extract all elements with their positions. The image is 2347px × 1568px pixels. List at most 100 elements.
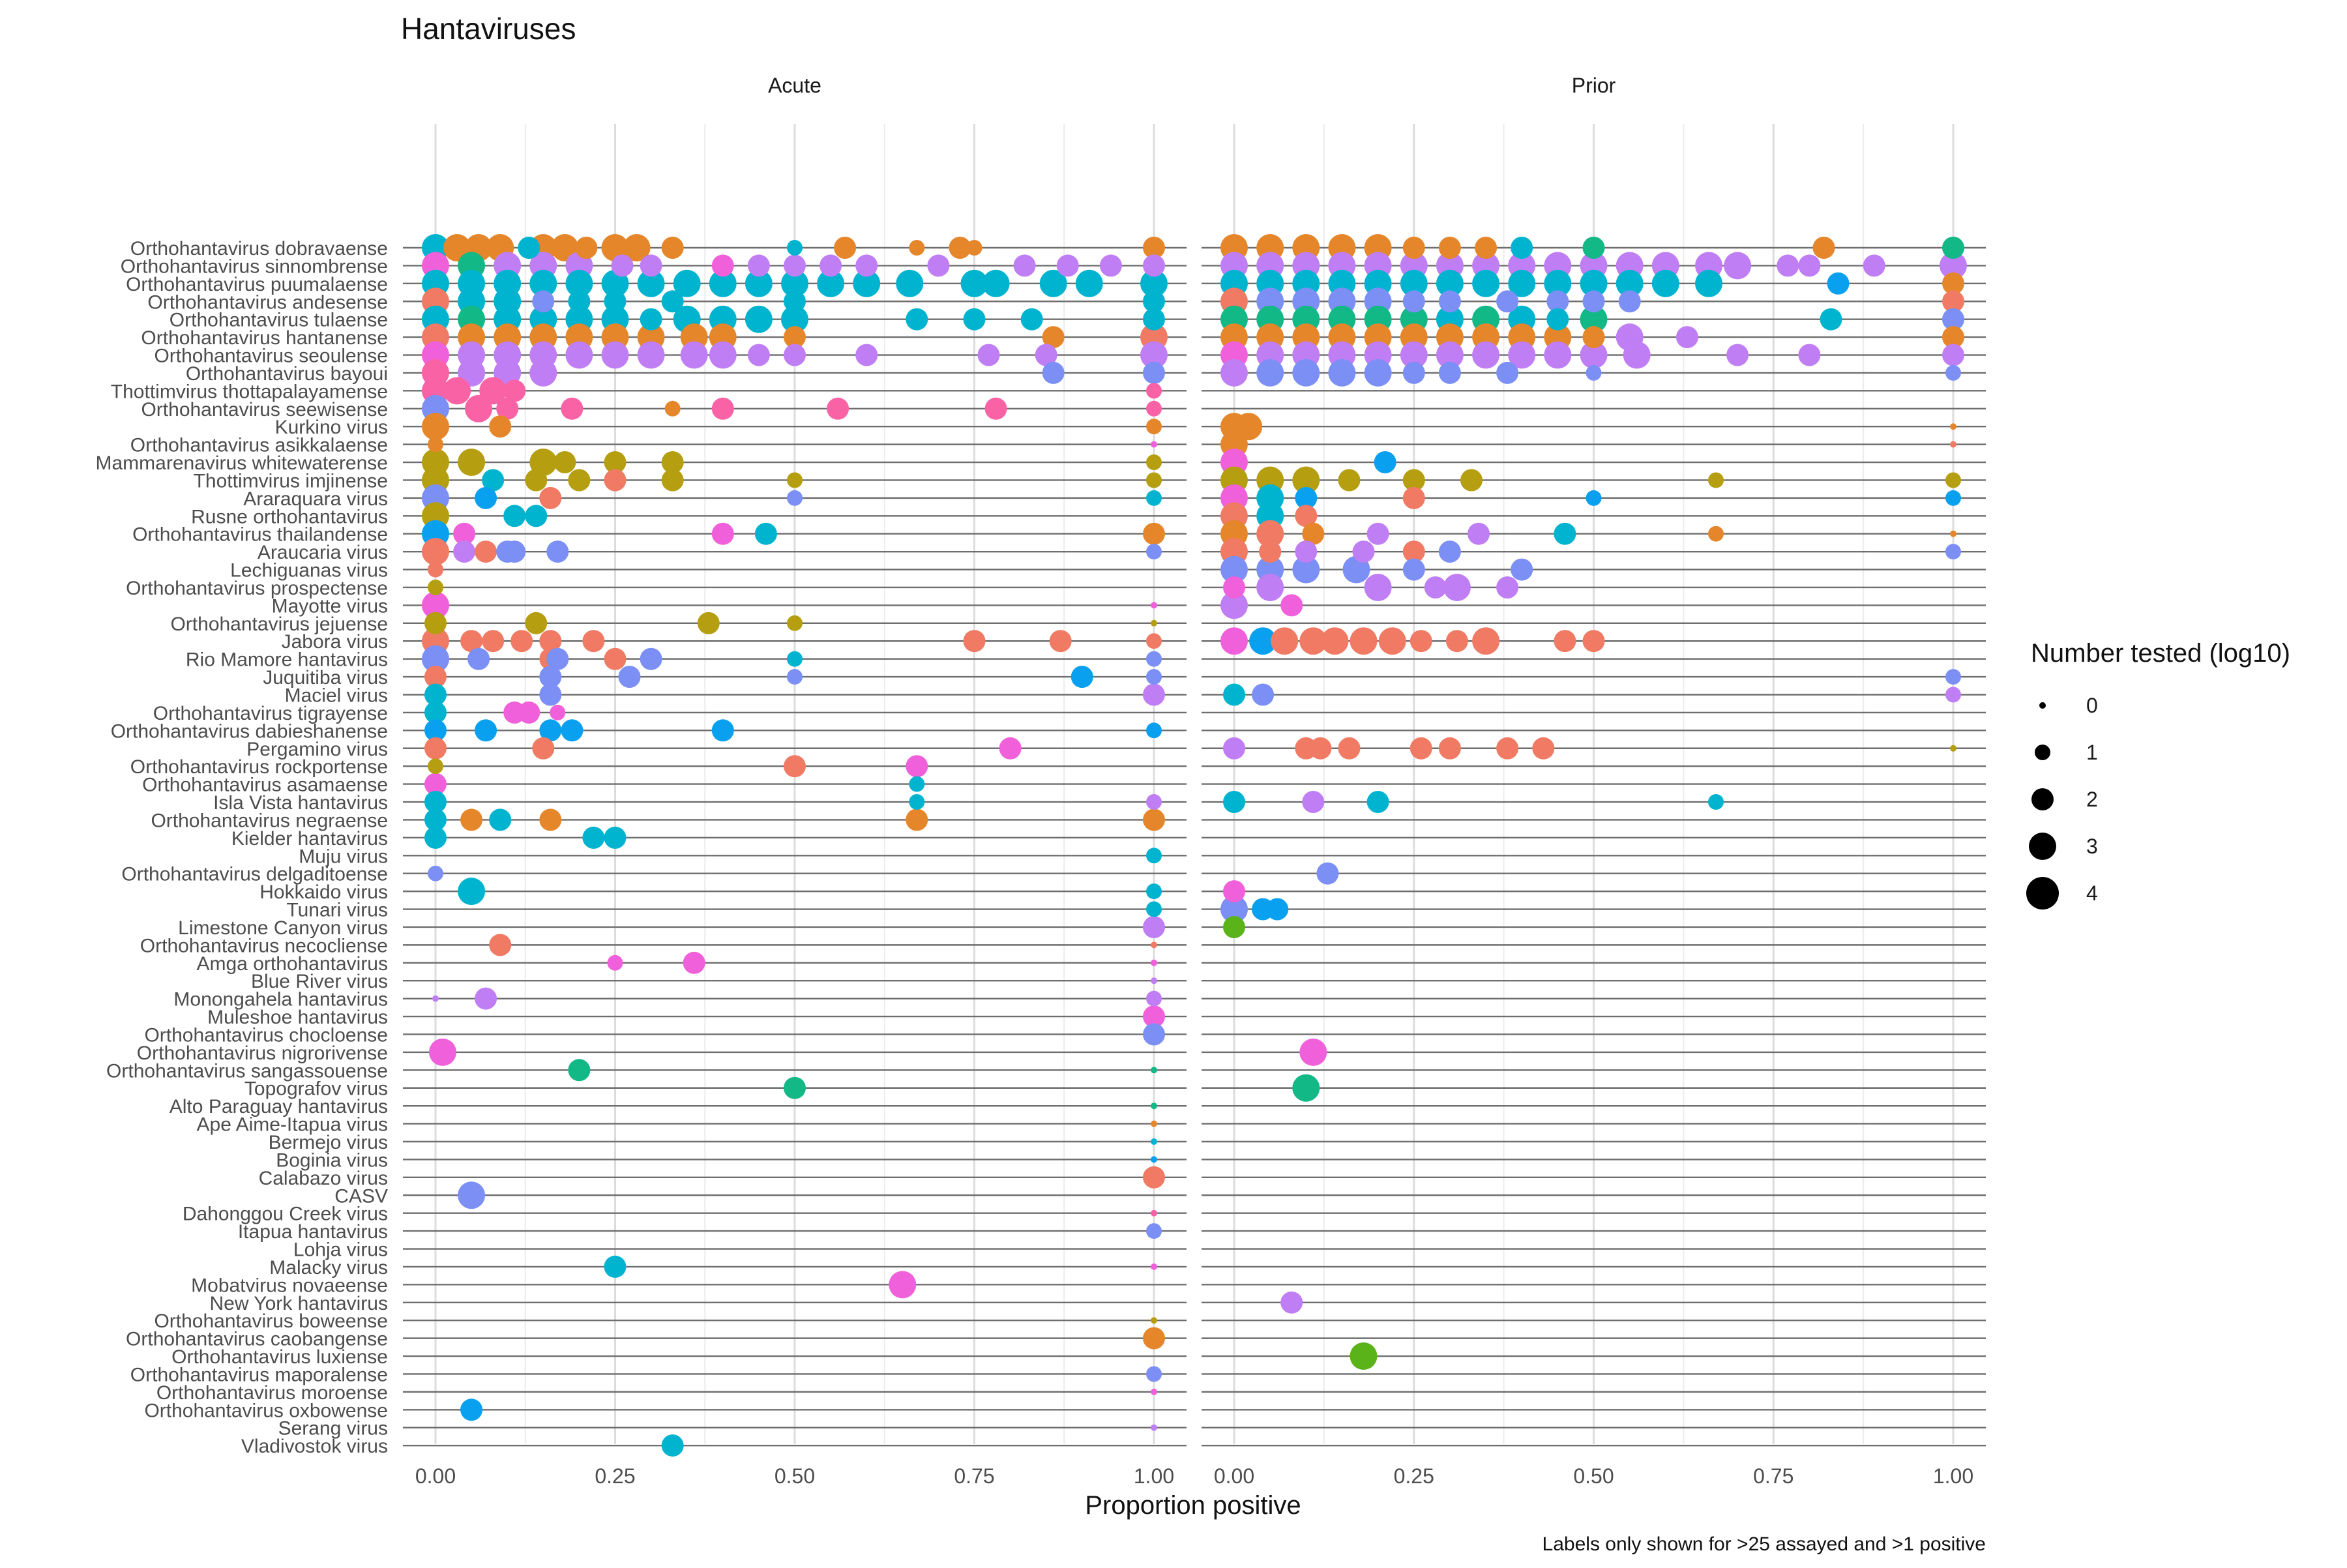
y-tick-label: Orthohantavirus prospectense [126,578,388,599]
data-point [1554,630,1576,653]
y-tick-label: Bermejo virus [269,1132,388,1153]
y-tick-label: Rio Mamore hantavirus [186,649,388,671]
data-point [1146,794,1162,810]
data-point [428,561,443,578]
data-point [475,987,497,1010]
data-point [575,237,598,259]
data-point [1280,594,1303,617]
data-point [1580,341,1608,369]
data-point [927,254,950,277]
data-point [1582,630,1605,653]
chart-title: Hantaviruses [401,12,576,46]
data-point [604,290,627,313]
data-point [482,469,505,492]
legend-key-circle [2031,788,2054,810]
data-point [1724,252,1752,280]
data-point [1950,423,1956,430]
data-point [539,808,562,831]
data-point [467,647,490,670]
data-point [1338,737,1361,760]
data-point [1143,916,1165,938]
data-point [637,269,665,297]
data-point [664,400,681,417]
data-point [889,1271,917,1299]
y-tick-label: New York hantavirus [210,1293,389,1314]
data-point [424,773,447,795]
data-point [458,1181,486,1209]
data-point [661,469,684,492]
data-point [422,645,449,673]
y-tick-label: Maciel virus [285,685,388,707]
data-point [1708,794,1724,810]
data-point [1035,344,1057,366]
data-point [1438,361,1461,384]
data-point [747,344,770,366]
data-point [1146,633,1162,649]
y-tick-label: Orthohantavirus boweense [154,1310,388,1332]
data-point [458,878,486,906]
data-point [661,1434,684,1457]
data-point [546,540,569,563]
data-point [1013,254,1036,277]
data-point [518,237,540,259]
data-point [896,269,924,297]
data-point [1580,305,1608,333]
y-tick-label: Jabora virus [282,631,388,653]
data-point [1146,883,1162,900]
data-point [1056,254,1079,277]
data-point [460,630,483,653]
data-point [424,826,447,849]
data-point [1223,683,1245,706]
legend-key-circle [2029,833,2056,860]
data-point [443,377,471,405]
data-point [1292,1074,1320,1102]
data-point [1256,520,1284,548]
y-tick-label: Limestone Canyon virus [178,917,388,939]
y-tick-label: Araraquara virus [243,488,388,510]
data-point [1945,364,1961,381]
data-point [1708,525,1724,542]
y-tick-label: CASV [334,1185,388,1207]
data-point [711,397,734,420]
y-tick-label: Malacky virus [269,1257,388,1279]
data-point [489,415,512,438]
data-point [1546,308,1569,331]
y-tick-label: Ape Aime-Itapua virus [197,1114,388,1136]
y-tick-label: Orthohantavirus asikkalaense [130,435,388,456]
y-tick-label: Hokkaido virus [259,881,388,903]
data-point [1942,344,1964,366]
y-tick-label: Orthohantavirus sangassouense [106,1060,388,1082]
plot-layer: Acute 0.00 0.25 0.50 0.75 1.00 Prior 0.00 0.25 0.… [95,74,2097,1488]
data-point [424,791,447,813]
data-point [1151,1138,1157,1145]
data-point [1945,669,1961,685]
data-point [565,269,593,297]
data-point [1220,591,1248,619]
data-point [1460,469,1483,492]
data-point [640,647,662,670]
data-point [1798,344,1821,366]
data-point [1438,737,1461,760]
data-point [1402,486,1425,509]
data-point [1146,383,1162,399]
y-tick-label: Itapua hantavirus [238,1221,388,1243]
data-point [496,397,519,420]
data-point [1726,344,1749,366]
data-point [1271,627,1299,655]
data-point [604,647,627,670]
data-point [1554,522,1576,545]
data-point [673,269,701,297]
data-point [510,630,533,653]
size-legend: 0 1 2 3 4 [2026,694,2098,910]
y-tick-label: Orthohantavirus bayoui [186,363,388,385]
y-tick-label: Mayotte virus [272,595,388,617]
data-point [1140,269,1168,297]
data-point [1295,540,1318,563]
y-tick-label: Amga orthohantavirus [197,953,389,975]
data-point [966,240,982,256]
y-tick-label: Vladivostok virus [241,1436,388,1457]
y-tick-label: Muju virus [299,846,388,867]
data-point [550,704,566,720]
data-point [1940,252,1967,280]
